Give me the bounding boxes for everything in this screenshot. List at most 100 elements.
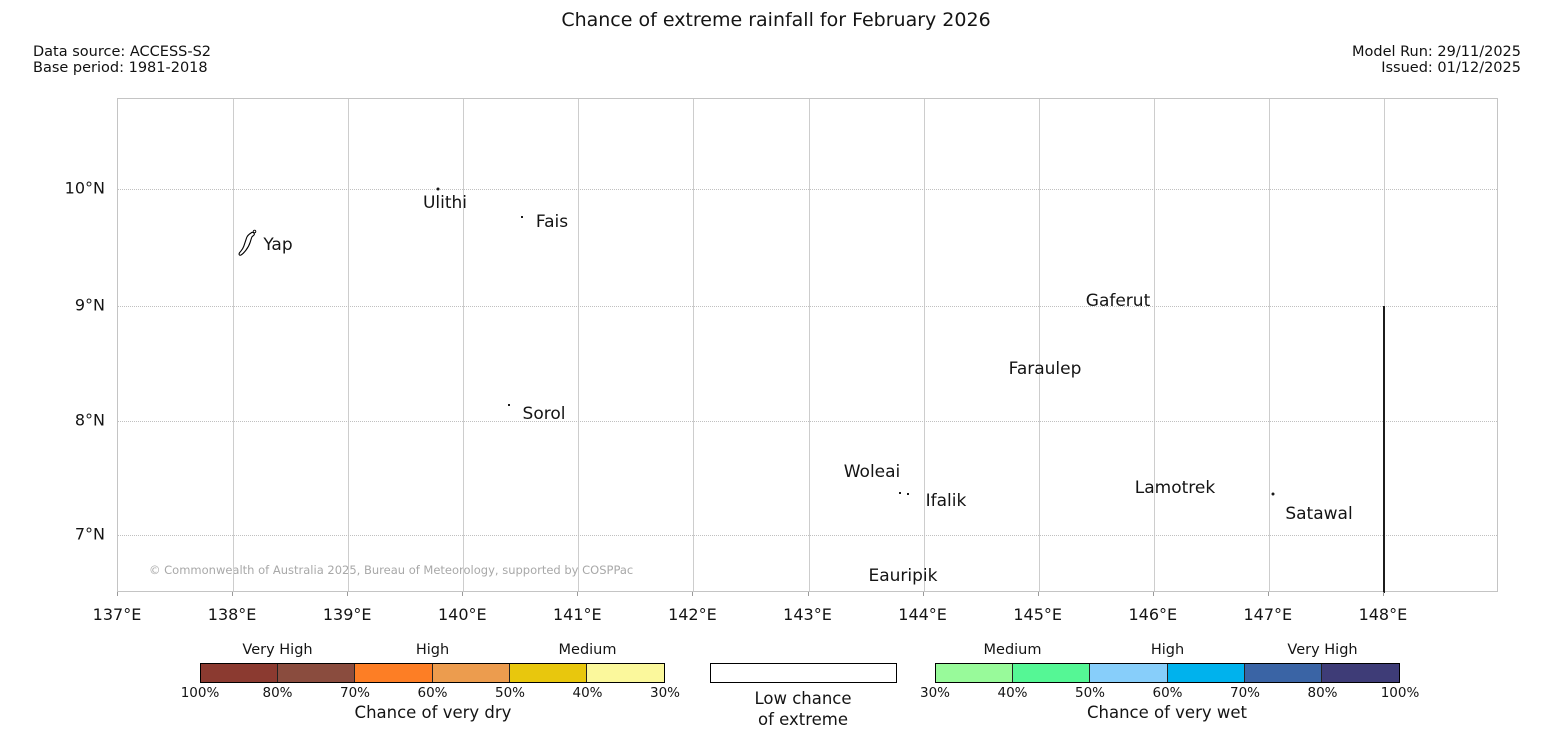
island-label-ulithi: Ulithi: [422, 193, 468, 213]
issued-text: Issued: 01/12/2025: [1381, 59, 1521, 76]
island-label-fais: Fais: [535, 212, 569, 232]
island-label-gaferut: Gaferut: [1085, 291, 1151, 311]
dry-colorbar: [200, 663, 665, 683]
colorbar-segment: [1321, 664, 1400, 682]
gridline-vertical: [923, 99, 925, 591]
gridline-vertical: [578, 99, 580, 591]
yap-island-icon: [238, 229, 257, 256]
colorbar-segment: [1090, 664, 1168, 682]
colorbar-tick-label: 100%: [180, 685, 220, 701]
colorbar-tick-label: 40%: [572, 685, 603, 701]
model-run-text: Model Run: 29/11/2025: [1351, 44, 1521, 60]
colorbar-segment: [1013, 664, 1091, 682]
page-title: Chance of extreme rainfall for February …: [561, 9, 991, 31]
colorbar-tick-label: 80%: [1307, 685, 1338, 701]
colorbar-tick-label: 60%: [1152, 685, 1183, 701]
low-chance-label: Low chance of extreme: [754, 689, 852, 729]
satawal-marker-icon: [1271, 492, 1275, 496]
colorbar-category-label: Medium: [983, 642, 1042, 658]
sorol-marker-icon: [508, 404, 510, 406]
island-label-sorol: Sorol: [522, 404, 566, 424]
data-source-text: Data source: ACCESS-S2: [33, 44, 212, 60]
x-tick-mark: [692, 592, 694, 596]
x-tick-mark: [807, 592, 809, 596]
gridline-horizontal: [118, 421, 1497, 422]
y-tick-label: 10°N: [64, 178, 105, 198]
base-period-text: Base period: 1981-2018: [33, 59, 208, 76]
colorbar-segment: [432, 664, 510, 682]
y-tick-label: 8°N: [74, 410, 105, 430]
colorbar-segment: [509, 664, 587, 682]
colorbar-segment: [201, 664, 279, 682]
dry-colorbar-title: Chance of very dry: [354, 703, 512, 722]
meta-source-block: Data source: ACCESS-S2 Base period: 1981…: [33, 44, 212, 76]
ifalik-marker-icon: [907, 493, 909, 495]
colorbar-segment: [586, 664, 665, 682]
fais-marker-icon: [521, 216, 523, 218]
low-chance-box: [710, 663, 897, 683]
x-tick-mark: [117, 592, 118, 596]
colorbar-tick-label: 50%: [494, 685, 526, 701]
colorbar-category-label: High: [1150, 642, 1185, 658]
x-tick-mark: [1152, 592, 1154, 596]
x-tick-label: 147°E: [1243, 605, 1293, 624]
colorbar-tick-label: 30%: [919, 685, 951, 701]
gridline-vertical: [1038, 99, 1040, 591]
colorbar-tick-label: 100%: [1380, 685, 1420, 701]
x-tick-mark: [347, 592, 349, 596]
x-tick-label: 145°E: [1013, 605, 1063, 624]
wet-colorbar-title: Chance of very wet: [1087, 703, 1247, 722]
colorbar-tick-label: 40%: [997, 685, 1028, 701]
island-label-eauripik: Eauripik: [868, 566, 938, 586]
colorbar-segment: [936, 664, 1014, 682]
x-tick-label: 146°E: [1128, 605, 1178, 624]
colorbar-category-label: Very High: [1287, 642, 1358, 658]
gridline-vertical: [233, 99, 235, 591]
x-tick-mark: [577, 592, 579, 596]
x-tick-label: 139°E: [322, 605, 372, 624]
colorbar-category-label: Very High: [242, 642, 313, 658]
gridline-vertical: [808, 99, 810, 591]
gridline-vertical: [1153, 99, 1155, 591]
x-tick-label: 144°E: [898, 605, 947, 624]
island-label-lamotrek: Lamotrek: [1134, 478, 1216, 498]
colorbar-segment: [278, 664, 356, 682]
x-tick-mark: [232, 592, 234, 596]
colorbar-tick-label: 50%: [1074, 685, 1106, 701]
colorbar-tick-label: 80%: [262, 685, 293, 701]
map-plot: © Commonwealth of Australia 2025, Bureau…: [117, 98, 1498, 593]
gridline-horizontal: [118, 189, 1497, 190]
x-tick-mark: [1267, 592, 1269, 596]
ulithi-marker-icon: [436, 187, 440, 191]
wet-colorbar: [935, 663, 1400, 683]
x-tick-mark: [1382, 592, 1384, 596]
copyright-text: © Commonwealth of Australia 2025, Bureau…: [149, 563, 634, 577]
island-label-woleai: Woleai: [843, 462, 901, 482]
colorbar-category-label: High: [415, 642, 450, 658]
x-tick-label: 137°E: [92, 605, 142, 624]
x-tick-label: 148°E: [1358, 605, 1408, 624]
island-label-ifalik: Ifalik: [925, 491, 967, 511]
gridline-horizontal: [118, 535, 1497, 536]
x-tick-label: 142°E: [668, 605, 717, 624]
colorbar-segment: [1167, 664, 1245, 682]
ifalik-marker-icon: [899, 492, 901, 494]
gridline-vertical: [348, 99, 350, 591]
x-tick-mark: [462, 592, 464, 596]
x-tick-mark: [1037, 592, 1039, 596]
gridline-vertical: [693, 99, 695, 591]
x-tick-mark: [922, 592, 924, 596]
colorbar-tick-label: 60%: [417, 685, 448, 701]
colorbar-tick-label: 70%: [339, 685, 371, 701]
x-tick-label: 143°E: [783, 605, 832, 624]
y-tick-label: 9°N: [74, 295, 105, 315]
gridline-horizontal: [118, 306, 1497, 307]
x-tick-label: 140°E: [437, 605, 487, 624]
colorbar-tick-label: 70%: [1229, 685, 1261, 701]
island-label-satawal: Satawal: [1285, 504, 1353, 524]
y-tick-label: 7°N: [74, 524, 105, 544]
meta-run-block: Model Run: 29/11/2025 Issued: 01/12/2025: [1351, 44, 1521, 76]
x-tick-label: 138°E: [207, 605, 257, 624]
colorbar-segment: [1244, 664, 1322, 682]
